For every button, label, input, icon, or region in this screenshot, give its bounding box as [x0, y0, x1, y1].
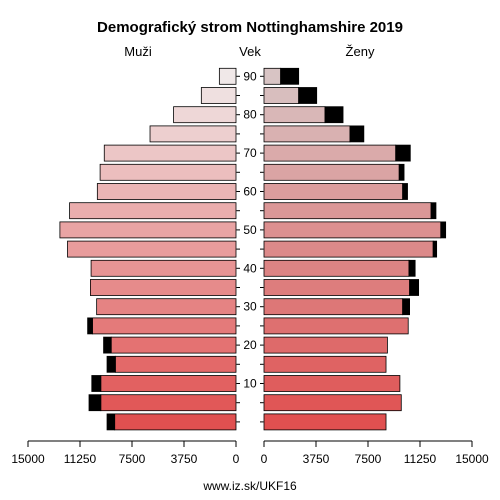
male-bar-55-59: [69, 202, 237, 220]
male-bar-0-4: [114, 413, 237, 431]
female-label: Ženy: [346, 44, 375, 59]
female-excess-bar-45-49: [432, 240, 438, 258]
x-tick-label-left-11250: 11250: [64, 452, 97, 466]
male-bar-50-54: [59, 221, 237, 239]
male-bar-85-89: [200, 87, 237, 104]
age-tick-label-10: 10: [243, 377, 257, 391]
age-tick-label-50: 50: [243, 223, 257, 237]
female-bar-5-9: [263, 394, 402, 412]
male-excess-bar-5-9: [88, 394, 102, 412]
male-bar-30-34: [96, 298, 237, 316]
female-bar-40-44: [263, 259, 410, 277]
age-tick-label-20: 20: [243, 338, 257, 352]
female-bar-35-39: [263, 279, 411, 296]
male-excess-bar-25-29: [87, 317, 93, 335]
male-bar-80-84: [173, 106, 237, 124]
female-bar-20-24: [263, 336, 388, 354]
male-excess-bar-0-4: [106, 413, 116, 431]
female-bar-85-89: [263, 87, 300, 104]
female-excess-bar-65-69: [398, 163, 405, 181]
female-bar-90+: [263, 67, 282, 85]
female-bar-10-14: [263, 375, 401, 392]
male-bar-5-9: [100, 394, 237, 412]
x-tick-label-left-0: 0: [233, 452, 240, 466]
male-bar-45-49: [67, 240, 237, 258]
female-bar-70-74: [263, 144, 397, 162]
female-bar-0-4: [263, 413, 387, 431]
source-label: www.iz.sk/UKF16: [202, 479, 297, 493]
age-axis-label: Vek: [239, 44, 261, 59]
male-bar-60-64: [96, 183, 237, 200]
age-tick-label-90: 90: [243, 69, 257, 83]
female-excess-bar-55-59: [430, 202, 437, 220]
x-tick-label-right-3750: 3750: [303, 452, 330, 466]
x-tick-label-left-7500: 7500: [119, 452, 146, 466]
female-bar-65-69: [263, 163, 400, 181]
female-excess-bar-35-39: [409, 279, 420, 296]
female-bar-15-19: [263, 355, 387, 373]
male-bar-70-74: [103, 144, 237, 162]
male-bar-10-14: [100, 375, 237, 392]
x-tick-label-right-11250: 11250: [404, 452, 437, 466]
female-bar-60-64: [263, 183, 404, 200]
male-bar-40-44: [90, 259, 237, 277]
male-bar-20-24: [110, 336, 237, 354]
age-tick-label-60: 60: [243, 185, 257, 199]
female-bar-30-34: [263, 298, 404, 316]
female-excess-bar-60-64: [402, 183, 408, 200]
male-excess-bar-20-24: [103, 336, 112, 354]
female-excess-bar-30-34: [402, 298, 410, 316]
female-excess-bar-40-44: [408, 259, 416, 277]
male-bar-75-79: [149, 125, 237, 143]
female-bar-45-49: [263, 240, 434, 258]
female-excess-bar-75-79: [349, 125, 365, 143]
male-label: Muži: [124, 44, 152, 59]
female-excess-bar-80-84: [324, 106, 344, 124]
male-bar-65-69: [99, 163, 237, 181]
bars-group: [59, 67, 447, 431]
female-bar-25-29: [263, 317, 409, 335]
male-bar-35-39: [90, 279, 237, 296]
female-bar-75-79: [263, 125, 351, 143]
male-excess-bar-15-19: [106, 355, 116, 373]
age-tick-label-70: 70: [243, 146, 257, 160]
x-tick-label-left-15000: 15000: [11, 452, 45, 466]
male-excess-bar-10-14: [91, 375, 102, 392]
male-bar-15-19: [114, 355, 237, 373]
x-tick-label-right-7500: 7500: [355, 452, 382, 466]
x-tick-label-left-3750: 3750: [171, 452, 198, 466]
female-excess-bar-90+: [280, 67, 300, 85]
female-excess-bar-50-54: [440, 221, 447, 239]
female-bar-80-84: [263, 106, 326, 124]
age-tick-label-40: 40: [243, 261, 257, 275]
female-excess-bar-85-89: [298, 87, 318, 104]
x-tick-label-right-15000: 15000: [455, 452, 489, 466]
male-bar-25-29: [92, 317, 237, 335]
female-excess-bar-70-74: [395, 144, 411, 162]
age-tick-label-30: 30: [243, 300, 257, 314]
male-bar-90+: [218, 67, 237, 85]
axes-group: 10 20 30 40 50 60 70 80 90 15000 11250 7500 3750 0 0 37…: [11, 69, 489, 466]
female-bar-50-54: [263, 221, 442, 239]
age-tick-label-80: 80: [243, 108, 257, 122]
female-bar-55-59: [263, 202, 432, 220]
chart-title: Demografický strom Nottinghamshire 2019: [97, 19, 403, 36]
x-tick-label-right-0: 0: [261, 452, 268, 466]
